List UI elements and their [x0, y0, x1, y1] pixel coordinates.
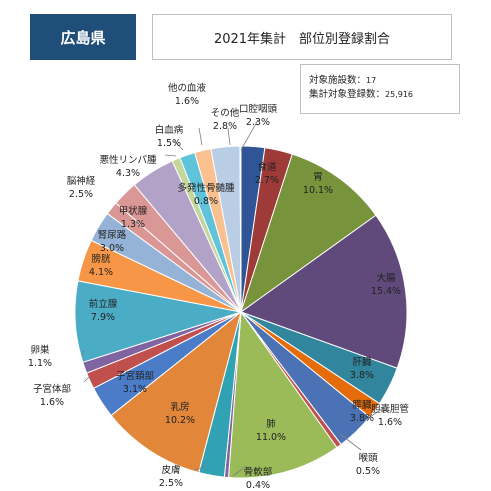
slice-name-label: 骨軟部 — [244, 466, 273, 478]
slice-name-label: 皮膚 — [161, 464, 180, 476]
stats-box: 対象施設数：17 集計対象登録数：25,916 — [300, 64, 460, 114]
slice-name-label: 悪性リンパ腫 — [99, 154, 157, 166]
slice-value-label: 1.6% — [175, 96, 199, 107]
leader-line — [193, 465, 207, 471]
leader-line — [365, 407, 384, 421]
slice-name-label: 腎尿路 — [98, 229, 127, 241]
slice-value-label: 3.1% — [123, 384, 147, 395]
slice-value-label: 1.6% — [378, 417, 402, 428]
leader-line — [83, 375, 91, 383]
slice-value-label: 4.3% — [116, 168, 140, 179]
registrations-label: 集計対象登録数： — [309, 89, 386, 100]
leader-line — [173, 140, 184, 151]
slice-name-label: 子宮頚部 — [116, 370, 154, 382]
leader-line — [164, 154, 177, 157]
leader-line — [339, 433, 362, 451]
leader-line — [240, 119, 259, 151]
pie-slice — [227, 310, 338, 479]
slice-value-label: 1.1% — [28, 358, 52, 369]
slice-value-label: 1.5% — [157, 138, 181, 149]
slice-name-label: 胆嚢胆管 — [371, 403, 409, 415]
leader-line — [232, 465, 247, 477]
slice-value-label: 1.3% — [121, 219, 145, 230]
slice-value-label: 0.4% — [246, 480, 270, 491]
slice-value-label: 1.6% — [40, 397, 64, 408]
pie-slice — [240, 153, 377, 314]
slice-value-label: 2.7% — [255, 175, 279, 186]
slice-value-label: 2.5% — [69, 189, 93, 200]
slice-name-label: 膵臓 — [352, 400, 372, 411]
prefecture-badge: 広島県 — [30, 14, 136, 60]
slice-name-label: 胃 — [313, 172, 323, 183]
facilities-value: 17 — [366, 76, 377, 85]
registrations-count: 集計対象登録数：25,916 — [309, 88, 459, 102]
slice-value-label: 2.3% — [246, 117, 270, 128]
slice-value-label: 10.2% — [165, 415, 195, 426]
slice-name-label: 多発性骨髄腫 — [177, 182, 235, 194]
slice-name-label: 子宮体部 — [33, 383, 71, 395]
slice-value-label: 3.8% — [350, 413, 374, 424]
slice-name-label: 肝臓 — [352, 357, 372, 368]
slice-name-label: 大腸 — [376, 272, 396, 284]
pie-slice — [239, 214, 408, 369]
slice-name-label: 口腔咽頭 — [239, 103, 278, 115]
slice-name-label: 喉頭 — [358, 452, 378, 464]
slice-value-label: 0.8% — [194, 196, 218, 207]
leader-line — [227, 127, 231, 146]
leader-line — [81, 349, 85, 357]
slice-name-label: 白血病 — [155, 124, 184, 136]
slice-value-label: 3.0% — [100, 243, 124, 254]
slice-name-label: 甲状腺 — [119, 205, 148, 217]
slice-value-label: 3.8% — [350, 370, 374, 381]
slice-value-label: 2.8% — [213, 121, 237, 132]
slice-name-label: 膀胱 — [91, 253, 111, 265]
slice-name-label: 他の血液 — [168, 82, 207, 94]
slice-value-label: 7.9% — [91, 312, 115, 323]
slice-name-label: 卵巣 — [30, 344, 50, 356]
slice-name-label: その他 — [211, 107, 240, 119]
leader-line — [198, 127, 203, 146]
pie-slice — [110, 310, 242, 474]
facilities-count: 対象施設数：17 — [309, 74, 459, 88]
slice-value-label: 10.1% — [303, 185, 333, 196]
slice-value-label: 15.4% — [371, 286, 401, 297]
slice-value-label: 4.1% — [89, 267, 113, 278]
slice-value-label: 2.5% — [159, 478, 183, 489]
slice-value-label: 0.5% — [356, 466, 380, 477]
facilities-label: 対象施設数： — [309, 75, 367, 86]
pie-slice — [239, 145, 242, 313]
slice-name-label: 前立腺 — [89, 298, 118, 310]
registrations-value: 25,916 — [385, 90, 414, 99]
slice-name-label: 肺 — [266, 419, 276, 430]
slice-name-label: 脳神経 — [67, 175, 96, 187]
chart-title: 2021年集計 部位別登録割合 — [152, 14, 452, 60]
slice-value-label: 11.0% — [256, 432, 286, 443]
slice-name-label: 食道 — [257, 161, 277, 173]
slice-name-label: 乳房 — [170, 401, 189, 413]
